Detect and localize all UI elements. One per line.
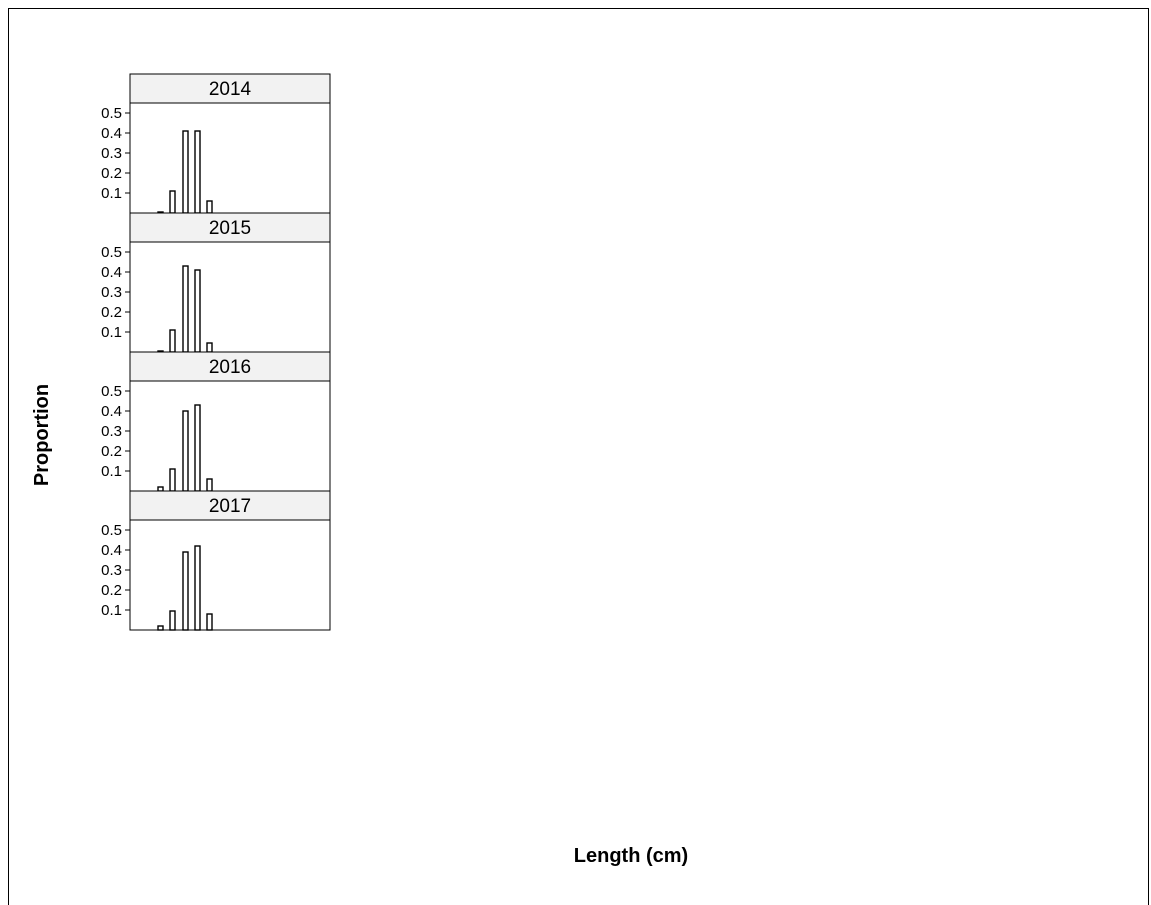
panel-plot-area xyxy=(129,519,331,631)
panel-strip-label: 2015 xyxy=(209,218,251,239)
bar xyxy=(194,404,201,492)
y-axis-label: Proportion xyxy=(31,384,53,486)
y-tick-label: 0.2 xyxy=(101,443,122,460)
bar xyxy=(206,613,213,631)
panel-plot-area xyxy=(129,380,331,492)
panel-strip-label: 2017 xyxy=(209,496,251,517)
bar xyxy=(182,410,189,492)
bar xyxy=(169,190,176,214)
bar xyxy=(194,130,201,214)
panel-plot-area xyxy=(129,102,331,214)
panel-strip xyxy=(129,212,331,243)
panel-2016: 2016 0.1 0.2 0.3 0.4 0.5 xyxy=(101,351,331,492)
y-tick-label: 0.2 xyxy=(101,582,122,599)
bar xyxy=(169,468,176,492)
y-tick-label: 0.1 xyxy=(101,185,122,202)
y-tick-label: 0.1 xyxy=(101,463,122,480)
y-tick-label: 0.2 xyxy=(101,165,122,182)
y-tick-label: 0.3 xyxy=(101,284,122,301)
y-tick-label: 0.3 xyxy=(101,145,122,162)
panel-strip xyxy=(129,351,331,382)
bar xyxy=(194,545,201,631)
bar xyxy=(169,610,176,631)
y-tick-label: 0.1 xyxy=(101,324,122,341)
figure-frame xyxy=(8,8,1149,905)
panel-strip-label: 2016 xyxy=(209,357,251,378)
bar xyxy=(182,130,189,214)
bar xyxy=(157,486,164,492)
panel-2017: 2017 0.1 0.2 0.3 0.4 0.5 xyxy=(101,490,331,631)
y-tick-label: 0.4 xyxy=(101,264,122,281)
y-tick-label: 0.5 xyxy=(101,105,122,122)
bar xyxy=(206,478,213,492)
y-tick-label: 0.4 xyxy=(101,125,122,142)
y-tick-label: 0.3 xyxy=(101,423,122,440)
bar xyxy=(169,329,176,353)
panel-strip-label: 2014 xyxy=(209,79,252,100)
bar xyxy=(194,269,201,353)
y-tick-label: 0.5 xyxy=(101,522,122,539)
y-tick-label: 0.5 xyxy=(101,244,122,261)
bar xyxy=(206,342,213,353)
y-tick-label: 0.4 xyxy=(101,542,122,559)
bar xyxy=(182,265,189,353)
bar xyxy=(206,200,213,214)
y-tick-label: 0.3 xyxy=(101,562,122,579)
bar xyxy=(157,625,164,631)
y-tick-label: 0.1 xyxy=(101,602,122,619)
panel-2015: 2015 0.1 0.2 0.3 0.4 0.5 xyxy=(101,212,331,353)
y-tick-label: 0.2 xyxy=(101,304,122,321)
panels: 20140.10.20.30.40.520150.10.20.30.40.520… xyxy=(101,73,331,631)
panel-plot-area xyxy=(129,241,331,353)
panel-2014: 2014 0.1 0.2 0.3 0.4 0.5 xyxy=(101,73,331,214)
y-tick-label: 0.5 xyxy=(101,383,122,400)
bar xyxy=(182,551,189,631)
x-axis-label: Length (cm) xyxy=(574,845,688,867)
y-tick-label: 0.4 xyxy=(101,403,122,420)
